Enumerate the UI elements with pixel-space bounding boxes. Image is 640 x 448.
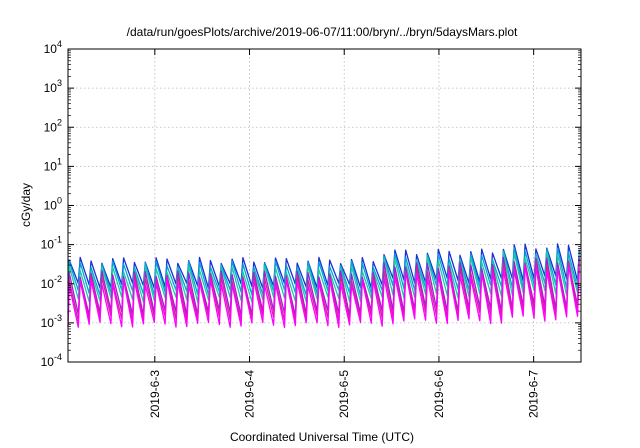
y-tick-exponent: 1 — [57, 156, 62, 166]
y-tick-label: 102 — [44, 117, 62, 134]
y-tick-exponent: 4 — [57, 39, 62, 49]
series-line — [67, 247, 580, 296]
y-tick-base: 10 — [41, 316, 55, 330]
y-tick-label: 103 — [44, 78, 62, 95]
y-tick-label: 104 — [44, 39, 62, 56]
y-tick-label: 10-1 — [41, 235, 62, 252]
x-tick-label: 2019-6-6 — [432, 370, 446, 418]
y-tick-exponent: 0 — [57, 196, 62, 206]
y-tick-base: 10 — [44, 120, 58, 134]
series-line — [67, 264, 580, 329]
y-tick-exponent: 2 — [57, 117, 62, 127]
y-tick-exponent: 3 — [57, 78, 62, 88]
series-line — [67, 260, 580, 322]
x-tick-label: 2019-6-7 — [527, 370, 541, 418]
data-series — [67, 243, 580, 329]
y-axis-label: cGy/day — [19, 183, 33, 227]
x-axis-label: Coordinated Universal Time (UTC) — [230, 430, 414, 444]
y-tick-label: 10-3 — [41, 313, 62, 330]
y-tick-base: 10 — [44, 159, 58, 173]
y-tick-base: 10 — [41, 238, 55, 252]
y-tick-exponent: -1 — [54, 235, 62, 245]
series-line — [67, 251, 580, 303]
y-tick-base: 10 — [44, 42, 58, 56]
y-tick-label: 101 — [44, 156, 62, 173]
y-tick-exponent: -4 — [54, 352, 62, 362]
chart-title: /data/run/goesPlots/archive/2019-06-07/1… — [127, 25, 518, 39]
x-tick-label: 2019-6-3 — [148, 370, 162, 418]
y-tick-base: 10 — [41, 355, 55, 369]
series-line — [67, 243, 580, 289]
x-tick-label: 2019-6-5 — [337, 370, 351, 418]
y-tick-exponent: -3 — [54, 313, 62, 323]
y-tick-label: 100 — [44, 196, 62, 213]
grid-lines — [68, 49, 581, 362]
y-tick-base: 10 — [44, 81, 58, 95]
x-tick-label: 2019-6-4 — [243, 370, 257, 418]
y-tick-base: 10 — [44, 199, 58, 213]
y-tick-exponent: -2 — [54, 274, 62, 284]
y-tick-base: 10 — [41, 277, 55, 291]
y-tick-label: 10-4 — [41, 352, 62, 369]
y-tick-label: 10-2 — [41, 274, 62, 291]
